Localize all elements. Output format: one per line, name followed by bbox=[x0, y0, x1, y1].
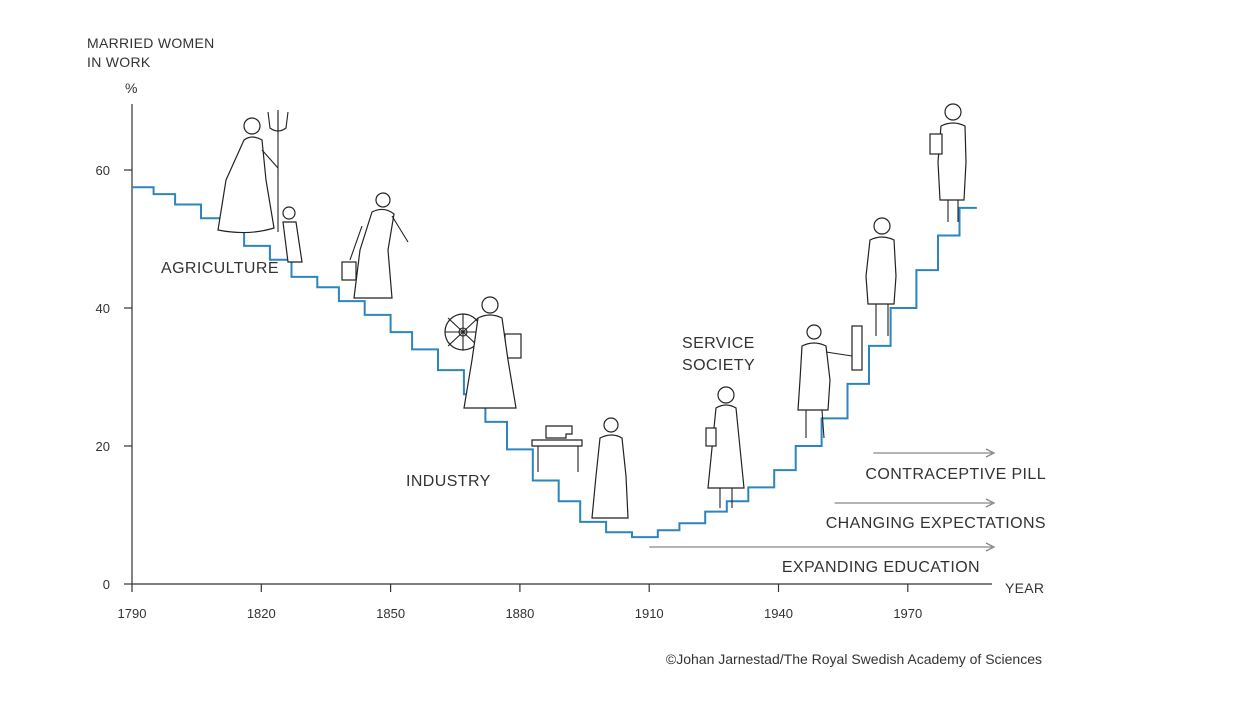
x-tick-label: 1910 bbox=[635, 606, 664, 621]
y-tick-label: 0 bbox=[103, 577, 110, 592]
x-ticks: 1790 1820 1850 1880 1910 1940 1970 bbox=[118, 584, 922, 621]
figure-woman-at-control-panel bbox=[797, 324, 863, 439]
figure-woman-with-spinning-wheel bbox=[444, 296, 522, 409]
x-tick-label: 1940 bbox=[764, 606, 793, 621]
x-tick-label: 1850 bbox=[376, 606, 405, 621]
y-tick-label: 60 bbox=[96, 163, 110, 178]
y-tick-label: 40 bbox=[96, 301, 110, 316]
y-axis-title-line1: MARRIED WOMEN bbox=[87, 35, 215, 51]
x-axis-title: YEAR bbox=[1005, 580, 1044, 596]
era-label-service-line2: SOCIETY bbox=[682, 357, 755, 374]
y-tick-label: 20 bbox=[96, 439, 110, 454]
factor-arrow-head bbox=[985, 448, 996, 458]
figure-woman-with-folder bbox=[705, 386, 745, 508]
figure-woman-in-suit bbox=[865, 217, 897, 336]
x-tick-label: 1790 bbox=[118, 606, 147, 621]
factor-arrow-head bbox=[985, 498, 996, 508]
figure-farm-woman-with-pitchfork bbox=[217, 110, 303, 263]
factor-arrow-head bbox=[985, 542, 996, 552]
figure-woman-carrying-bucket bbox=[341, 192, 409, 299]
factor-arrows: CONTRACEPTIVE PILL CHANGING EXPECTATIONS E… bbox=[649, 448, 1046, 576]
x-tick-label: 1880 bbox=[505, 606, 534, 621]
factor-arrow-label: CONTRACEPTIVE PILL bbox=[865, 466, 1046, 483]
x-tick-label: 1970 bbox=[893, 606, 922, 621]
figure-woman-with-bag bbox=[929, 103, 967, 222]
y-ticks: 0 20 40 60 bbox=[96, 163, 132, 592]
x-tick-label: 1820 bbox=[247, 606, 276, 621]
credit-line: ©Johan Jarnestad/The Royal Swedish Acade… bbox=[666, 651, 1042, 667]
figure-woman-with-sewing-machine bbox=[531, 417, 629, 519]
era-label-agriculture: AGRICULTURE bbox=[161, 260, 279, 277]
era-label-industry: INDUSTRY bbox=[406, 473, 491, 490]
factor-arrow-label: CHANGING EXPECTATIONS bbox=[826, 515, 1046, 532]
series-step-line bbox=[132, 186, 977, 539]
y-axis-title-line2: IN WORK bbox=[87, 54, 151, 70]
factor-arrow-label: EXPANDING EDUCATION bbox=[782, 559, 980, 576]
era-label-service-line1: SERVICE bbox=[682, 335, 755, 352]
y-axis-unit: % bbox=[125, 80, 138, 96]
